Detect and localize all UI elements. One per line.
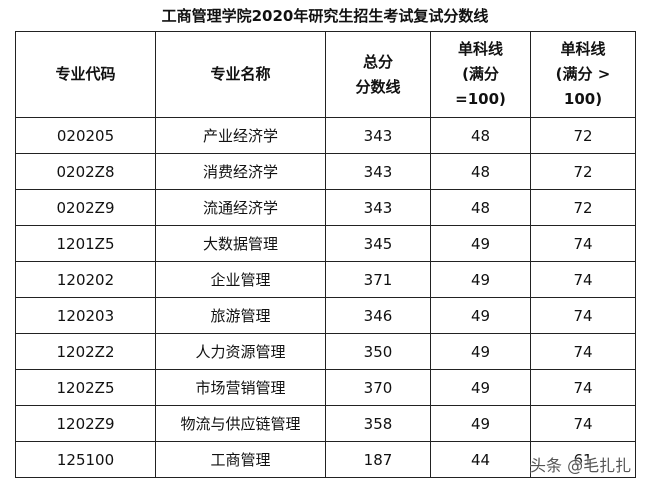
cell-single-100: 48 (430, 189, 531, 226)
cell-single-100: 49 (430, 225, 531, 262)
cell-single-over-100: 72 (530, 117, 636, 154)
cell-major-code: 1202Z2 (15, 333, 156, 370)
header-major-name: 专业名称 (155, 31, 326, 118)
cell-total-score: 346 (325, 297, 431, 334)
cell-single-100: 49 (430, 297, 531, 334)
header-row: 专业代码 专业名称 总分 分数线 单科线 (满分 =100) 单科线 (满分 >… (15, 31, 636, 118)
cell-major-name: 市场营销管理 (155, 369, 326, 406)
header-single-subject-100: 单科线 (满分 =100) (430, 31, 531, 118)
score-table: 专业代码 专业名称 总分 分数线 单科线 (满分 =100) 单科线 (满分 >… (15, 31, 636, 478)
cell-major-name: 旅游管理 (155, 297, 326, 334)
table-row: 1202Z9 物流与供应链管理 358 49 74 (15, 405, 636, 442)
cell-total-score: 371 (325, 261, 431, 298)
cell-single-100: 49 (430, 405, 531, 442)
cell-major-name: 人力资源管理 (155, 333, 326, 370)
table-row: 1201Z5 大数据管理 345 49 74 (15, 225, 636, 262)
table-row: 1202Z2 人力资源管理 350 49 74 (15, 333, 636, 370)
cell-single-over-100: 72 (530, 153, 636, 190)
cell-total-score: 350 (325, 333, 431, 370)
cell-total-score: 343 (325, 153, 431, 190)
cell-total-score: 358 (325, 405, 431, 442)
cell-single-over-100: 61 (530, 441, 636, 478)
cell-total-score: 370 (325, 369, 431, 406)
cell-major-name: 流通经济学 (155, 189, 326, 226)
cell-major-code: 0202Z8 (15, 153, 156, 190)
cell-major-name: 企业管理 (155, 261, 326, 298)
cell-single-100: 48 (430, 153, 531, 190)
cell-total-score: 187 (325, 441, 431, 478)
table-row: 020205 产业经济学 343 48 72 (15, 117, 636, 154)
cell-total-score: 343 (325, 189, 431, 226)
table-row: 0202Z8 消费经济学 343 48 72 (15, 153, 636, 190)
cell-major-code: 0202Z9 (15, 189, 156, 226)
cell-major-code: 1201Z5 (15, 225, 156, 262)
header-major-code: 专业代码 (15, 31, 156, 118)
cell-single-100: 48 (430, 117, 531, 154)
table-row: 1202Z5 市场营销管理 370 49 74 (15, 369, 636, 406)
cell-single-100: 44 (430, 441, 531, 478)
cell-single-over-100: 74 (530, 405, 636, 442)
cell-major-code: 125100 (15, 441, 156, 478)
cell-major-code: 120202 (15, 261, 156, 298)
table-row: 120202 企业管理 371 49 74 (15, 261, 636, 298)
table-row: 0202Z9 流通经济学 343 48 72 (15, 189, 636, 226)
cell-major-name: 消费经济学 (155, 153, 326, 190)
cell-single-over-100: 74 (530, 261, 636, 298)
cell-single-100: 49 (430, 369, 531, 406)
cell-single-over-100: 74 (530, 297, 636, 334)
header-total-score: 总分 分数线 (325, 31, 431, 118)
cell-total-score: 345 (325, 225, 431, 262)
watermark: 头条 @毛扎扎 (530, 456, 632, 475)
document-title: 工商管理学院2020年研究生招生考试复试分数线 (161, 7, 489, 25)
header-single-subject-over-100: 单科线 (满分 > 100) (530, 31, 636, 118)
cell-major-name: 大数据管理 (155, 225, 326, 262)
table-row: 125100 工商管理 187 44 61 (15, 441, 636, 478)
cell-single-over-100: 74 (530, 225, 636, 262)
cell-major-code: 020205 (15, 117, 156, 154)
cell-single-over-100: 74 (530, 369, 636, 406)
cell-single-100: 49 (430, 261, 531, 298)
cell-major-code: 1202Z9 (15, 405, 156, 442)
cell-single-over-100: 74 (530, 333, 636, 370)
cell-major-code: 120203 (15, 297, 156, 334)
cell-major-name: 物流与供应链管理 (155, 405, 326, 442)
cell-major-code: 1202Z5 (15, 369, 156, 406)
cell-major-name: 产业经济学 (155, 117, 326, 154)
cell-major-name: 工商管理 (155, 441, 326, 478)
cell-total-score: 343 (325, 117, 431, 154)
cell-single-100: 49 (430, 333, 531, 370)
table-row: 120203 旅游管理 346 49 74 (15, 297, 636, 334)
cell-single-over-100: 72 (530, 189, 636, 226)
